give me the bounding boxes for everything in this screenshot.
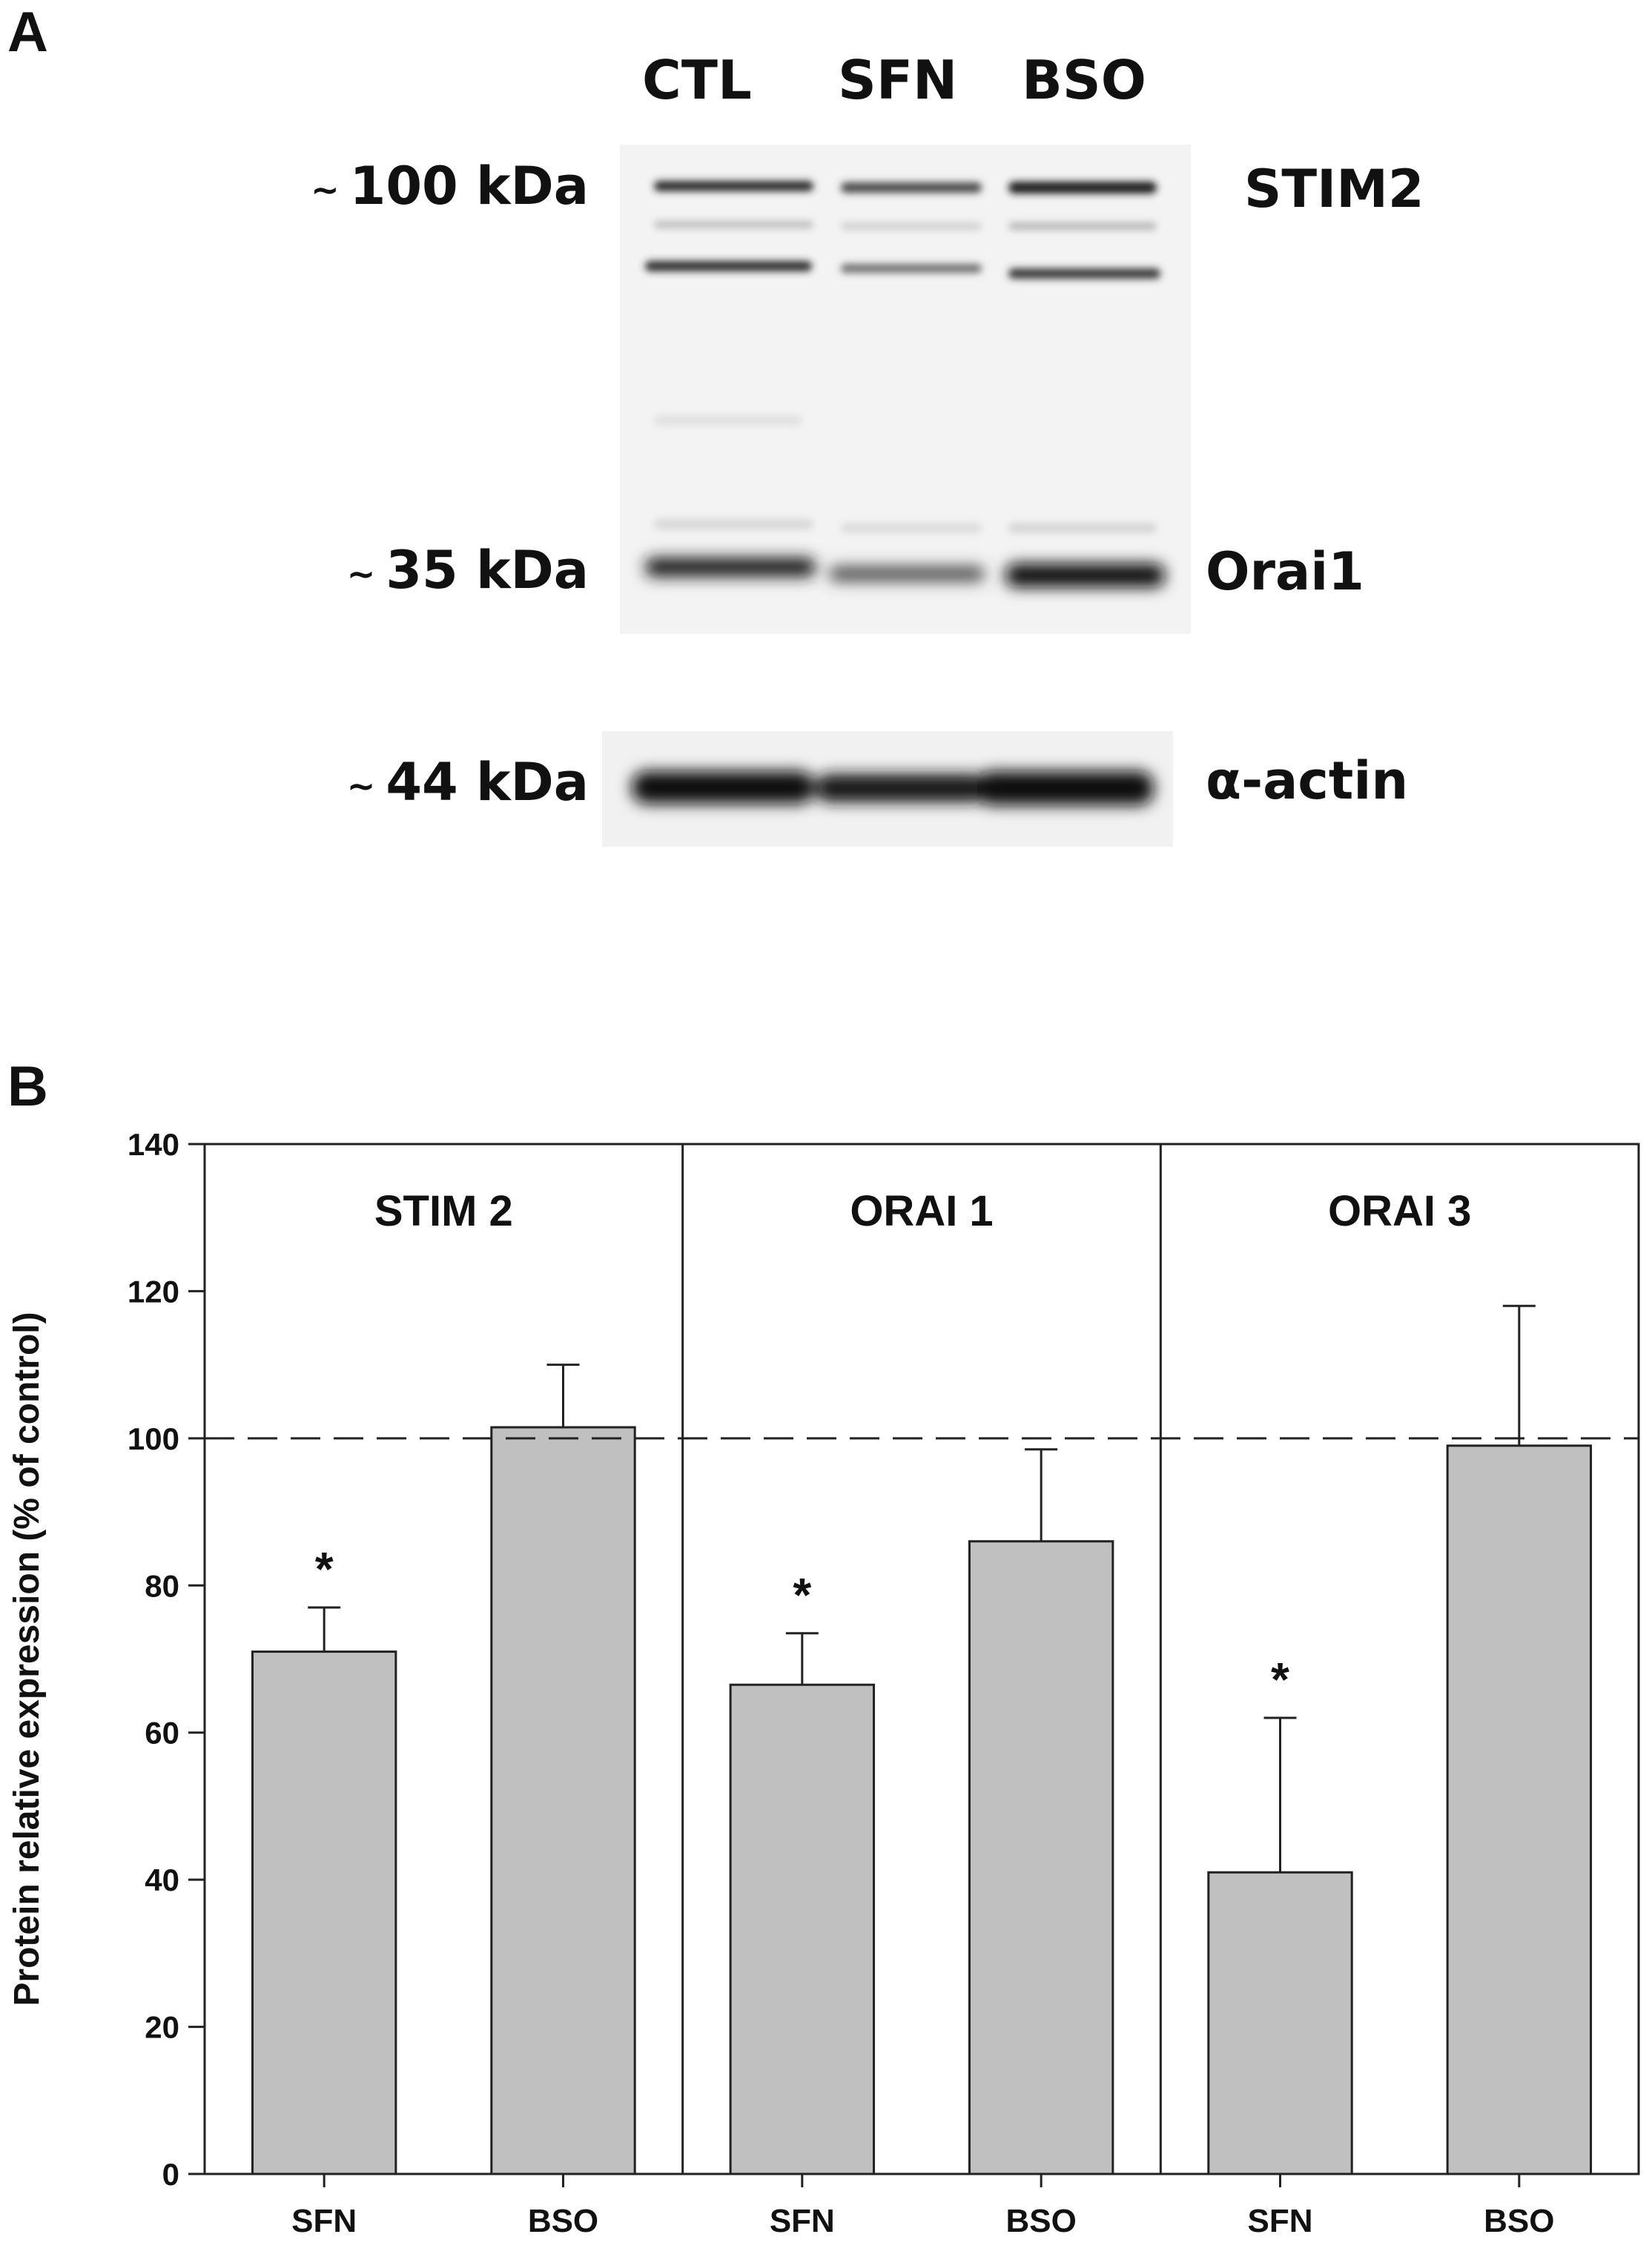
band-stim2-ctl [654, 181, 813, 191]
y-tick-label: 20 [145, 2010, 179, 2045]
bar-bso [1446, 1444, 1593, 2175]
x-tick-label: BSO [1484, 2203, 1554, 2239]
y-tick-label: 140 [128, 1127, 179, 1162]
marker-size: 100 kDa [349, 156, 589, 217]
y-axis-label: Protein relative expression (% of contro… [7, 1312, 47, 2006]
bar-sfn [729, 1683, 876, 2175]
x-tick-label: SFN [1248, 2203, 1313, 2239]
band-faint-bso [1008, 222, 1157, 230]
marker-size: 44 kDa [386, 752, 589, 813]
lane-label-ctl: CTL [642, 49, 752, 111]
x-tick-label: BSO [1005, 2203, 1076, 2239]
bar-sfn [1207, 1871, 1353, 2175]
band-lower-sfn [841, 264, 982, 273]
band-lower-ctl [645, 261, 812, 271]
significance-asterisk: * [315, 1542, 334, 1596]
x-tick-label: SFN [291, 2203, 357, 2239]
band-faint-ctl [654, 221, 813, 228]
band-orai1-ctl [645, 558, 816, 577]
marker-100kda: ~100 kDa [311, 160, 589, 212]
y-tick-label: 40 [145, 1863, 179, 1897]
band-bg-2 [654, 519, 813, 529]
x-tick-label: SFN [770, 2203, 835, 2239]
x-tick-label: BSO [528, 2203, 598, 2239]
western-blot-image [602, 145, 1191, 847]
bar-bso [490, 1426, 636, 2175]
band-bg-4 [1008, 523, 1157, 533]
lane-label-bso: BSO [1022, 49, 1146, 111]
plot-frame [203, 1143, 1640, 2175]
tilde-mark: ~ [311, 169, 340, 210]
band-orai1-sfn [829, 566, 985, 581]
bar-bso [968, 1540, 1114, 2175]
band-actin-sfn [816, 774, 986, 802]
band-actin-bso [977, 771, 1154, 805]
group-title: ORAI 1 [850, 1187, 993, 1235]
group-title: STIM 2 [374, 1187, 513, 1235]
tilde-mark: ~ [346, 553, 376, 594]
band-faint-sfn [841, 222, 982, 230]
lane-label-sfn: SFN [838, 49, 958, 111]
band-actin-ctl [632, 771, 814, 804]
group-title: ORAI 3 [1328, 1187, 1471, 1235]
panel-b-letter: B [7, 1055, 48, 1118]
band-lower-bso [1008, 268, 1160, 279]
protein-label-stim2: STIM2 [1244, 159, 1424, 219]
band-stim2-sfn [841, 182, 982, 193]
protein-label-orai1: Orai1 [1206, 541, 1364, 602]
band-orai1-bso [1005, 564, 1165, 587]
bar-sfn [251, 1650, 397, 2175]
band-stim2-bso [1008, 182, 1157, 194]
y-tick-label: 60 [145, 1716, 179, 1751]
band-bg-1 [654, 415, 802, 426]
y-tick-label: 120 [128, 1274, 179, 1309]
bar-chart: 0 20 40 60 80 100 120 140 Protein relative expre… [7, 1127, 1640, 2239]
y-tick-label: 0 [162, 2157, 179, 2192]
significance-asterisk: * [793, 1568, 811, 1622]
protein-label-actin: α-actin [1206, 750, 1409, 811]
y-tick-label: 80 [145, 1568, 179, 1603]
marker-44kda: ~44 kDa [347, 756, 589, 808]
panel-a-letter: A [7, 1, 48, 64]
significance-asterisk: * [1271, 1653, 1289, 1706]
band-bg-3 [841, 523, 982, 533]
tilde-mark: ~ [346, 765, 376, 806]
marker-35kda: ~35 kDa [347, 544, 589, 596]
y-tick-label: 100 [128, 1421, 179, 1456]
marker-size: 35 kDa [386, 540, 589, 601]
